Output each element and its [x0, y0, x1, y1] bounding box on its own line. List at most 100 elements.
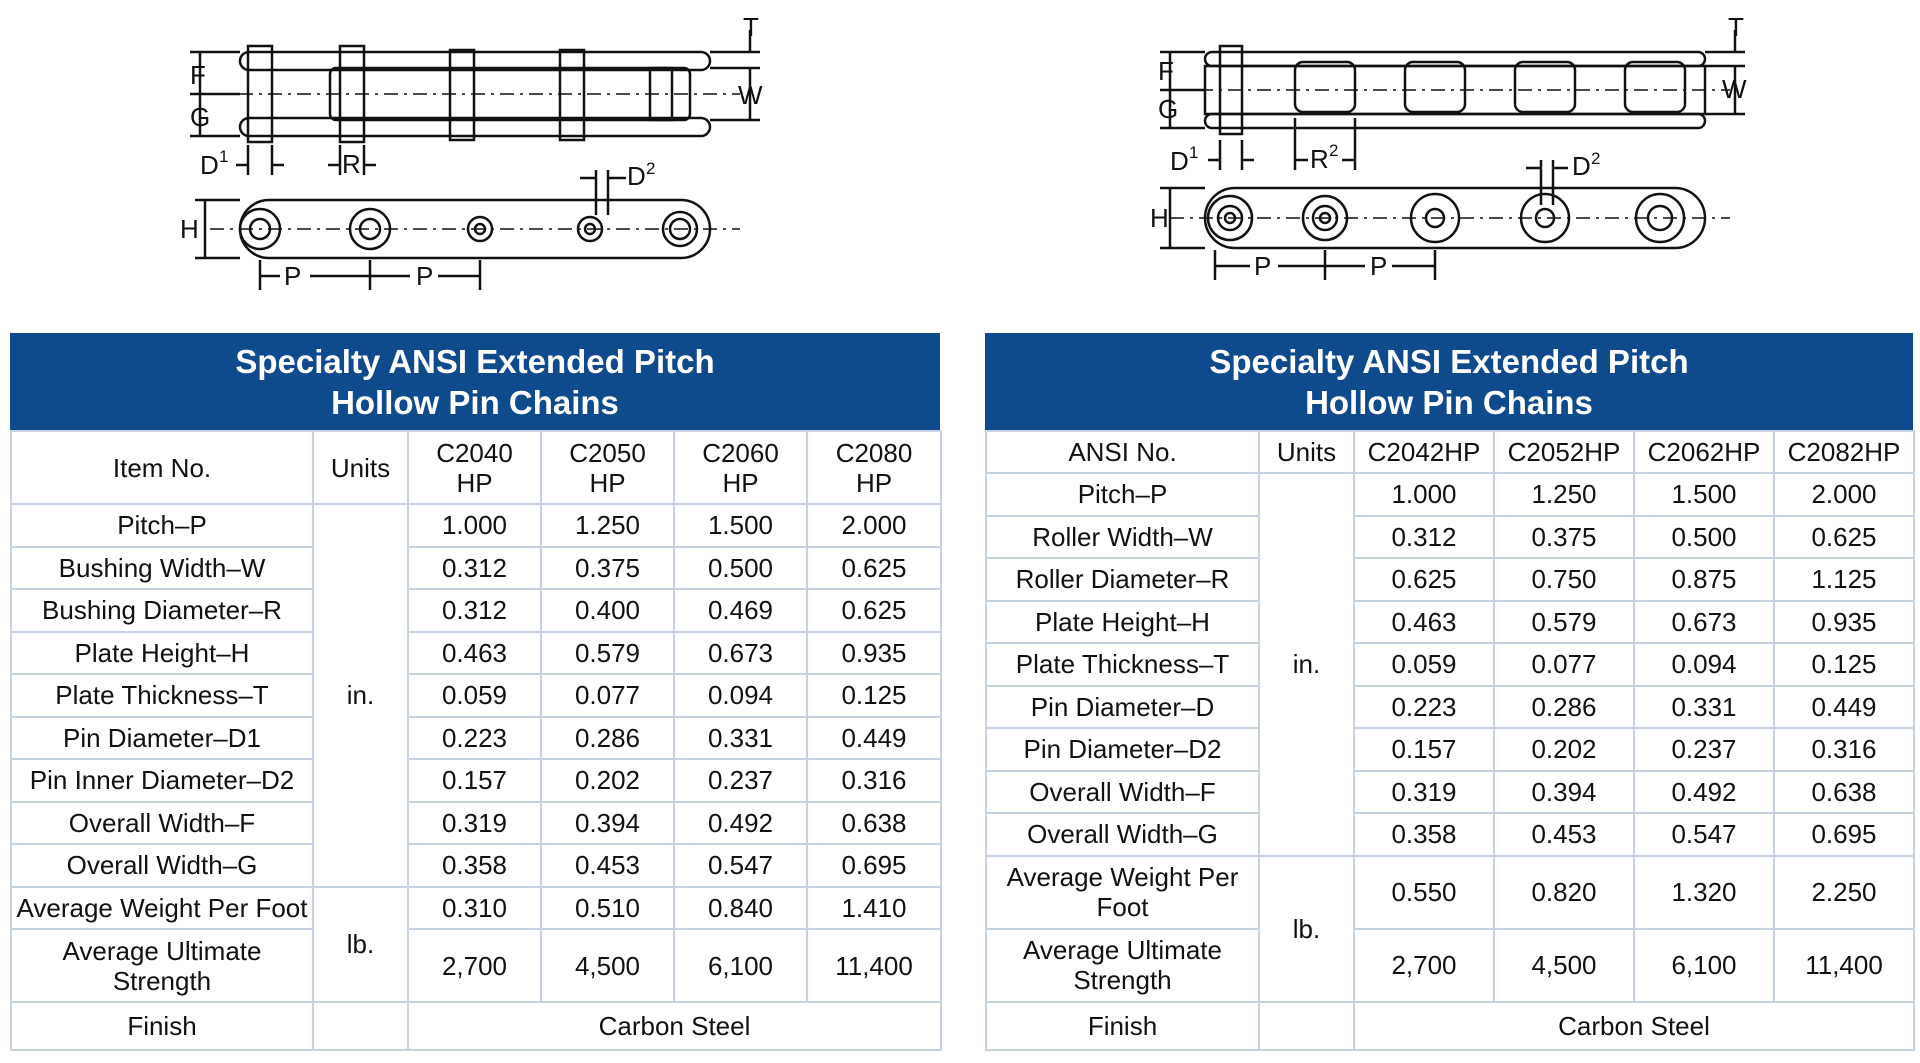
header-model-line: C2050	[569, 437, 646, 468]
pin-3	[448, 48, 476, 142]
value-cell: 0.125	[806, 673, 942, 718]
value-cell: 0.358	[1353, 812, 1495, 857]
chain-drawing-right: F G T W D 1 R 2 D 2 H P P	[1150, 12, 1747, 280]
label-P2: P	[1370, 251, 1387, 280]
row-label-line: Bushing Width–W	[58, 552, 266, 583]
value-cell: 0.673	[1633, 599, 1775, 644]
roller-2	[1403, 60, 1467, 114]
header-units-label: Units	[1258, 430, 1355, 474]
value-cell: 0.331	[1633, 684, 1775, 729]
table-row: Pitch–P in. 1.000 1.250 1.500 2.000	[10, 503, 942, 888]
header-row: ANSI No. Units C2042HP C2052HP C2062HP C2082H…	[985, 430, 1915, 474]
value-cell: 0.625	[806, 588, 942, 633]
value-cell: 1.500	[673, 503, 808, 548]
table-row: Pin Inner Diameter–D2 0.157 0.202 0.237 0.31…	[10, 758, 942, 803]
label-T: T	[1728, 12, 1744, 42]
row-label-line: Roller Diameter–R	[1015, 564, 1230, 595]
units-in: in.	[1258, 472, 1355, 857]
value-cell: 0.449	[1773, 684, 1915, 729]
spec-table-body: ANSI No. Units C2042HP C2052HP C2062HP C2082H…	[985, 430, 1915, 1051]
value-cell: 0.579	[1493, 599, 1635, 644]
header-row: Item No. Units C2040 HP C2050 HP C2060 HP C2080 H…	[10, 430, 942, 505]
row-label-line: Overall Width–G	[66, 850, 258, 881]
header-model-line: HP	[589, 467, 626, 498]
value-cell: 0.935	[1773, 599, 1915, 644]
panel-title: Specialty ANSI Extended Pitch Hollow Pin…	[10, 333, 940, 430]
header-model: C2062HP	[1633, 430, 1775, 474]
value-cell: 0.202	[540, 758, 675, 803]
row-label: Bushing Diameter–R	[10, 588, 314, 633]
row-label-line: Plate Height–H	[1035, 606, 1210, 637]
label-T: T	[743, 12, 759, 42]
table-row: Plate Thickness–T 0.059 0.077 0.094 0.125	[985, 642, 1915, 687]
value-cell: 0.500	[1633, 514, 1775, 559]
row-label: Overall Width–F	[10, 800, 314, 845]
value-cell: 0.510	[540, 885, 675, 930]
finish-units-empty	[1258, 1000, 1355, 1051]
table-row: Overall Width–G 0.358 0.453 0.547 0.695	[985, 812, 1915, 857]
units-lb: lb.	[312, 885, 409, 1003]
label-D1: D	[200, 150, 219, 180]
label-P2: P	[416, 261, 433, 290]
row-label: Plate Height–H	[10, 630, 314, 675]
value-cell: 0.223	[1353, 684, 1495, 729]
label-H: H	[180, 214, 199, 244]
row-label: Pitch–P	[985, 472, 1260, 517]
header-model: C2052HP	[1493, 430, 1635, 474]
value-cell: 0.316	[806, 758, 942, 803]
value-cell: 0.579	[540, 630, 675, 675]
spec-panel-left: Specialty ANSI Extended Pitch Hollow Pin…	[10, 333, 942, 1051]
row-label: Roller Width–W	[985, 514, 1260, 559]
roller-4	[1623, 60, 1687, 114]
pin-4	[558, 48, 586, 142]
table-row: Bushing Diameter–R 0.312 0.400 0.469 0.625	[10, 588, 942, 633]
value-cell: 0.077	[1493, 642, 1635, 687]
row-label: Plate Thickness–T	[985, 642, 1260, 687]
value-cell: 0.375	[1493, 514, 1635, 559]
value-cell: 0.469	[673, 588, 808, 633]
header-model: C2080 HP	[806, 430, 942, 505]
value-cell: 4,500	[1493, 927, 1635, 1003]
label-P1: P	[1254, 251, 1271, 280]
label-R2-sup: 2	[1329, 141, 1338, 160]
title-line-2: Hollow Pin Chains	[1305, 384, 1593, 421]
value-cell: 6,100	[673, 928, 808, 1003]
row-label-line: Strength	[1073, 965, 1172, 995]
pin-1	[246, 44, 274, 144]
row-label-line: Strength	[112, 965, 212, 996]
header-model-line: HP	[456, 467, 493, 498]
row-label: Plate Height–H	[985, 599, 1260, 644]
finish-label: Finish	[985, 1000, 1260, 1051]
value-cell: 0.750	[1493, 557, 1635, 602]
label-D1-sup: 1	[1189, 143, 1198, 162]
value-cell: 0.638	[1773, 769, 1915, 814]
header-model-line: HP	[855, 467, 893, 498]
value-cell: 6,100	[1633, 927, 1775, 1003]
value-cell: 0.312	[407, 588, 542, 633]
value-cell: 0.453	[540, 843, 675, 888]
table-row: Overall Width–G 0.358 0.453 0.547 0.695	[10, 843, 942, 888]
value-cell: 0.286	[1493, 684, 1635, 729]
label-W: W	[738, 80, 763, 110]
table-row: Pin Diameter–D1 0.223 0.286 0.331 0.449	[10, 715, 942, 760]
value-cell: 0.059	[407, 673, 542, 718]
finish-row: Finish Carbon Steel	[985, 1000, 1915, 1051]
value-cell: 0.286	[540, 715, 675, 760]
units-in: in.	[312, 503, 409, 888]
row-label-line: Pin Diameter–D1	[63, 722, 261, 753]
row-label-line: Overall Width–G	[1027, 819, 1218, 850]
row-label-line: Overall Width–F	[1029, 776, 1216, 807]
title-line-1: Specialty ANSI Extended Pitch	[1209, 343, 1689, 380]
label-D2: D	[1572, 151, 1591, 181]
table-row: Average Ultimate Strength 2,700 4,500 6,100 1…	[985, 927, 1915, 1003]
finish-value: Carbon Steel	[1353, 1000, 1915, 1051]
header-model: C2040 HP	[407, 430, 542, 505]
label-P1: P	[284, 261, 301, 290]
value-cell: 0.463	[1353, 599, 1495, 644]
row-label-line: Pin Inner Diameter–D2	[29, 765, 295, 796]
title-line-2: Hollow Pin Chains	[331, 384, 619, 421]
value-cell: 0.400	[540, 588, 675, 633]
value-cell: 0.237	[673, 758, 808, 803]
table-row: Pin Diameter–D 0.223 0.286 0.331 0.449	[985, 684, 1915, 729]
label-H: H	[1150, 203, 1169, 233]
